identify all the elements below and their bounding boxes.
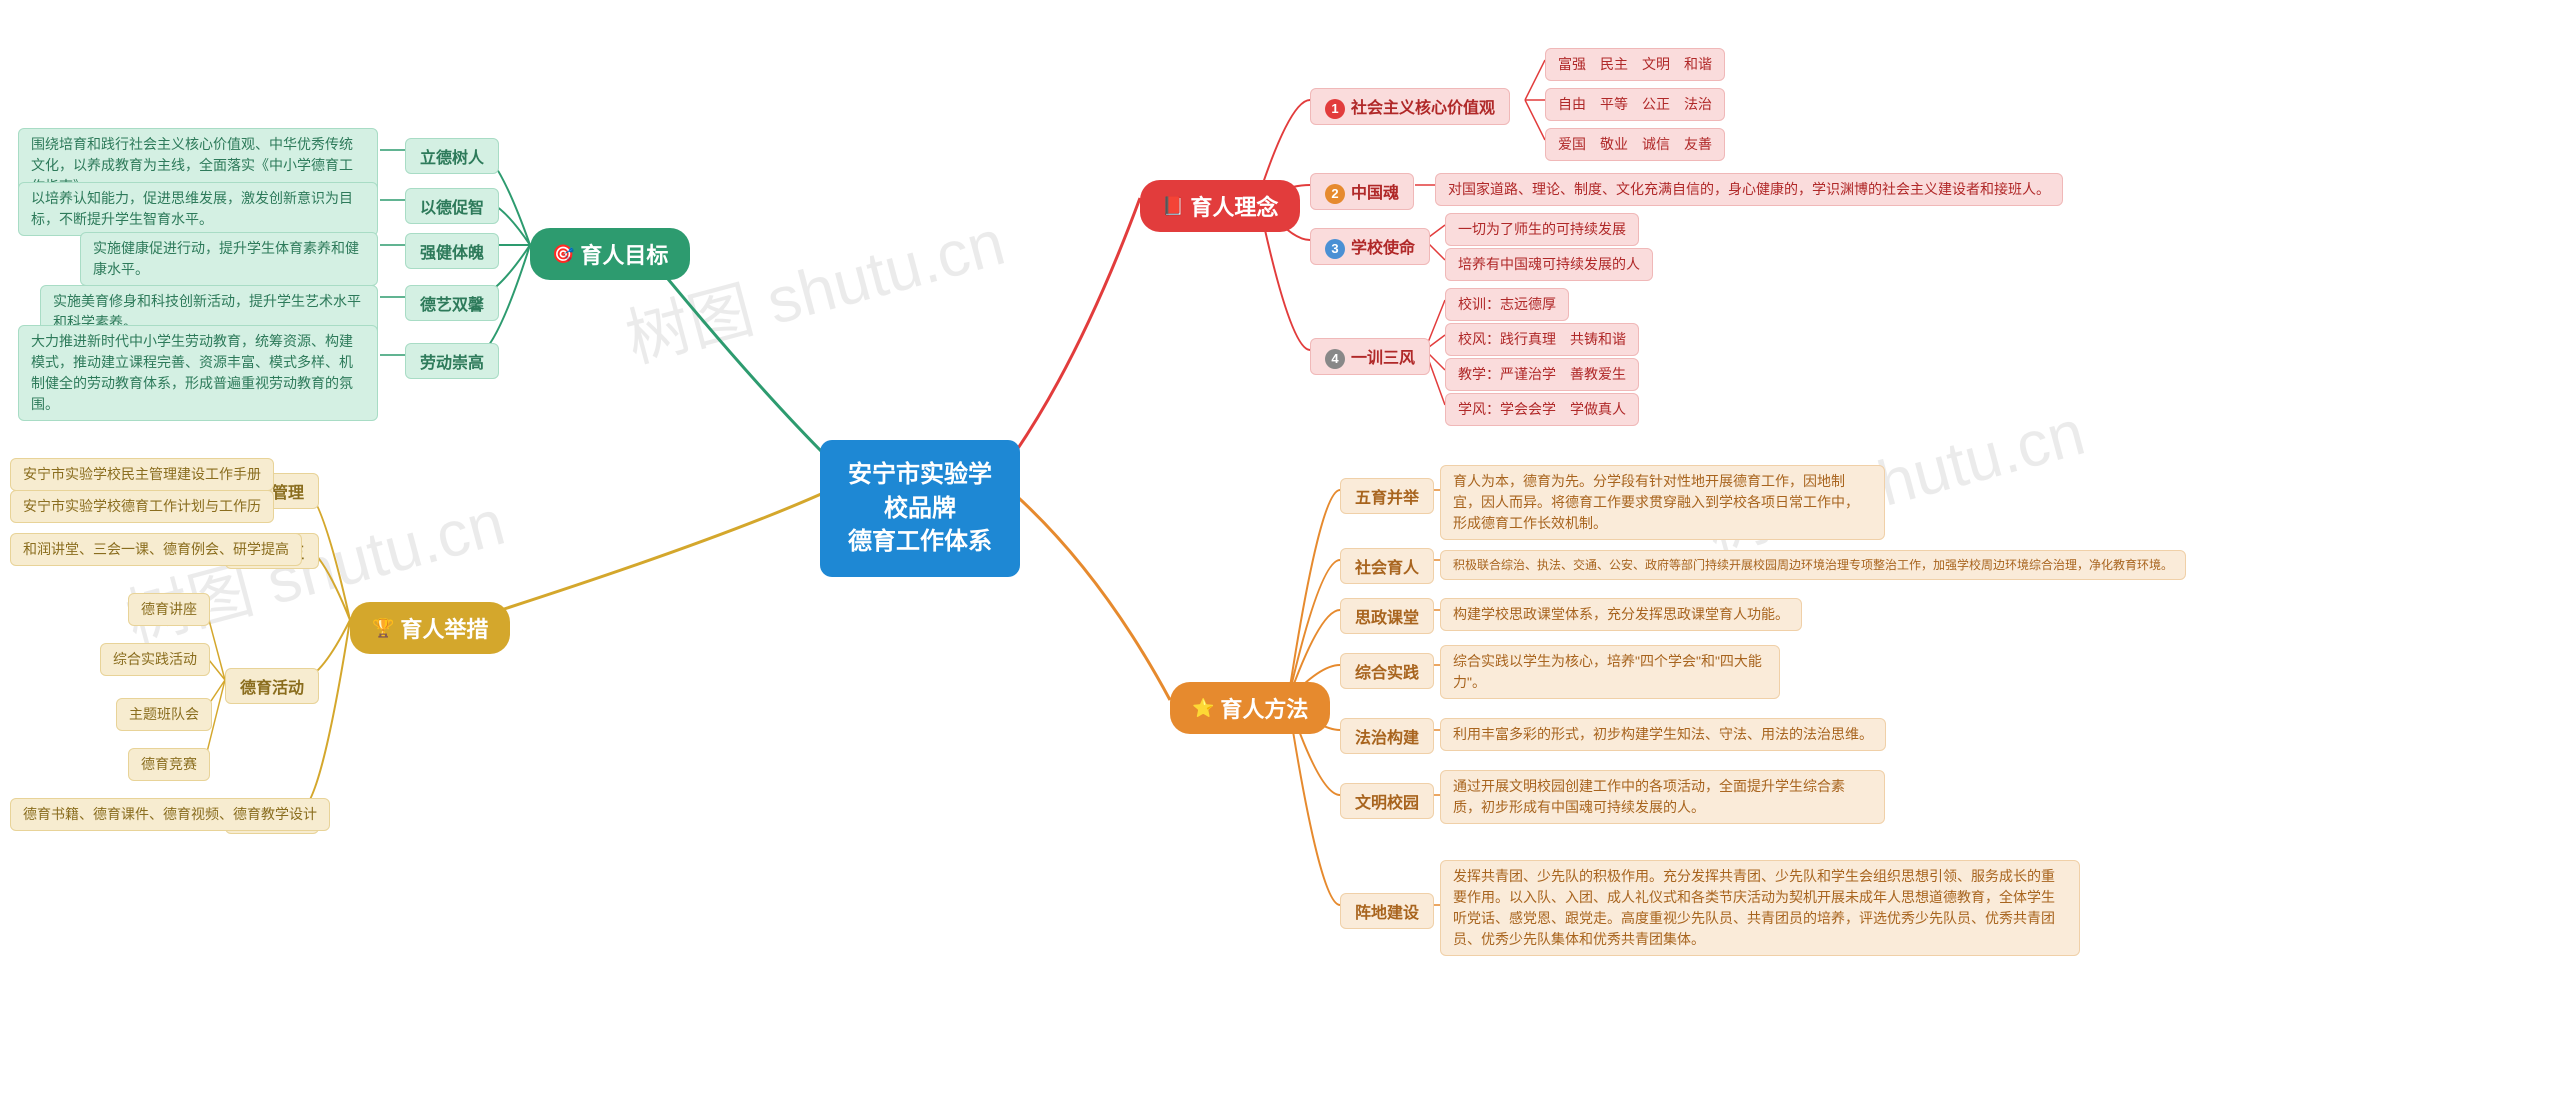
methods-sub-4[interactable]: 法治构建 (1340, 718, 1434, 754)
methods-sub-3[interactable]: 综合实践 (1340, 653, 1434, 689)
num-badge-1: 1 (1325, 99, 1345, 119)
goals-sub-3[interactable]: 德艺双馨 (405, 285, 499, 321)
center-topic: 安宁市实验学校品牌 德育工作体系 (820, 440, 1020, 577)
branch-goals[interactable]: 🎯 育人目标 (530, 228, 690, 280)
methods-sub-2[interactable]: 思政课堂 (1340, 598, 1434, 634)
branch-methods[interactable]: ⭐ 育人方法 (1170, 682, 1330, 734)
ideals-sub-2-label: 学校使命 (1351, 240, 1415, 257)
measures-desc-1: 和润讲堂、三会一课、德育例会、研学提高 (10, 533, 302, 566)
target-icon: 🎯 (552, 244, 574, 265)
methods-desc-1: 积极联合综治、执法、交通、公安、政府等部门持续开展校园周边环境治理专项整治工作，… (1440, 550, 2186, 580)
goals-sub-1[interactable]: 以德促智 (405, 188, 499, 224)
measures-sub-2[interactable]: 德育活动 (225, 668, 319, 704)
trophy-icon: 🏆 (372, 618, 394, 639)
num-badge-2: 2 (1325, 184, 1345, 204)
ideals-sub-1[interactable]: 2 中国魂 (1310, 173, 1414, 210)
goals-desc-2: 实施健康促进行动，提升学生体育素养和健康水平。 (80, 232, 378, 286)
ideals-item-0-1: 自由 平等 公正 法治 (1545, 88, 1725, 121)
ideals-item-2-0: 一切为了师生的可持续发展 (1445, 213, 1639, 246)
goals-sub-4[interactable]: 劳动崇高 (405, 343, 499, 379)
measures-item-2-3: 德育竞赛 (128, 748, 210, 781)
measures-item-2-2: 主题班队会 (116, 698, 212, 731)
measures-item-2-1: 综合实践活动 (100, 643, 210, 676)
measures-desc-3: 德育书籍、德育课件、德育视频、德育教学设计 (10, 798, 330, 831)
ideals-sub-3[interactable]: 4 一训三风 (1310, 338, 1430, 375)
ideals-item-0-2: 爱国 敬业 诚信 友善 (1545, 128, 1725, 161)
num-badge-4: 4 (1325, 349, 1345, 369)
ideals-item-2-1: 培养有中国魂可持续发展的人 (1445, 248, 1653, 281)
book-icon: 📕 (1162, 196, 1184, 217)
ideals-sub-0[interactable]: 1 社会主义核心价值观 (1310, 88, 1510, 125)
branch-ideals-label: 育人理念 (1190, 190, 1278, 222)
methods-sub-0[interactable]: 五育并举 (1340, 478, 1434, 514)
center-label: 安宁市实验学校品牌 德育工作体系 (848, 461, 992, 555)
methods-desc-6: 发挥共青团、少先队的积极作用。充分发挥共青团、少先队和学生会组织思想引领、服务成… (1440, 860, 2080, 956)
measures-item-0-1: 安宁市实验学校德育工作计划与工作历 (10, 490, 274, 523)
methods-sub-6[interactable]: 阵地建设 (1340, 893, 1434, 929)
ideals-item-3-0: 校训：志远德厚 (1445, 288, 1569, 321)
measures-item-0-0: 安宁市实验学校民主管理建设工作手册 (10, 458, 274, 491)
ideals-desc-1: 对国家道路、理论、制度、文化充满自信的，身心健康的，学识渊博的社会主义建设者和接… (1435, 173, 2063, 206)
methods-desc-3: 综合实践以学生为核心，培养"四个学会"和"四大能力"。 (1440, 645, 1780, 699)
branch-measures[interactable]: 🏆 育人举措 (350, 602, 510, 654)
methods-desc-0: 育人为本，德育为先。分学段有针对性地开展德育工作，因地制宜，因人而异。将德育工作… (1440, 465, 1885, 540)
ideals-sub-3-label: 一训三风 (1351, 350, 1415, 367)
ideals-sub-2[interactable]: 3 学校使命 (1310, 228, 1430, 265)
goals-desc-4: 大力推进新时代中小学生劳动教育，统筹资源、构建模式，推动建立课程完善、资源丰富、… (18, 325, 378, 421)
goals-desc-1: 以培养认知能力，促进思维发展，激发创新意识为目标，不断提升学生智育水平。 (18, 182, 378, 236)
methods-desc-5: 通过开展文明校园创建工作中的各项活动，全面提升学生综合素质，初步形成有中国魂可持… (1440, 770, 1885, 824)
branch-methods-label: 育人方法 (1220, 692, 1308, 724)
goals-sub-0[interactable]: 立德树人 (405, 138, 499, 174)
methods-sub-5[interactable]: 文明校园 (1340, 783, 1434, 819)
measures-item-2-0: 德育讲座 (128, 593, 210, 626)
ideals-sub-0-label: 社会主义核心价值观 (1351, 100, 1495, 117)
ideals-item-0-0: 富强 民主 文明 和谐 (1545, 48, 1725, 81)
branch-ideals[interactable]: 📕 育人理念 (1140, 180, 1300, 232)
branch-goals-label: 育人目标 (580, 238, 668, 270)
ideals-item-3-2: 教学：严谨治学 善教爱生 (1445, 358, 1639, 391)
ideals-sub-1-label: 中国魂 (1351, 185, 1399, 202)
methods-desc-4: 利用丰富多彩的形式，初步构建学生知法、守法、用法的法治思维。 (1440, 718, 1886, 751)
methods-sub-1[interactable]: 社会育人 (1340, 548, 1434, 584)
star-icon: ⭐ (1192, 698, 1214, 719)
watermark: 树图 shutu.cn (615, 191, 1013, 380)
methods-desc-2: 构建学校思政课堂体系，充分发挥思政课堂育人功能。 (1440, 598, 1802, 631)
goals-sub-2[interactable]: 强健体魄 (405, 233, 499, 269)
branch-measures-label: 育人举措 (400, 612, 488, 644)
num-badge-3: 3 (1325, 239, 1345, 259)
ideals-item-3-3: 学风：学会会学 学做真人 (1445, 393, 1639, 426)
ideals-item-3-1: 校风：践行真理 共铸和谐 (1445, 323, 1639, 356)
